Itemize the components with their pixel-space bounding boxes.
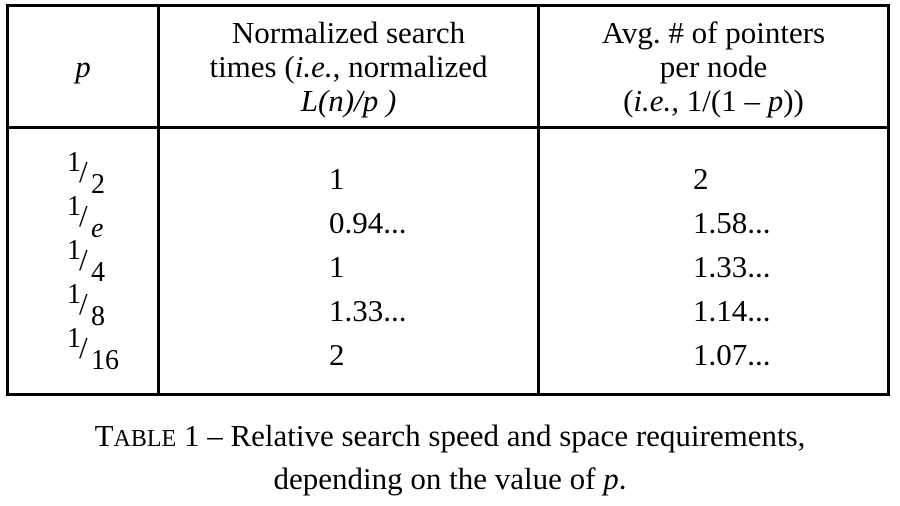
column-divider-2 <box>537 7 540 393</box>
header-p: p <box>75 48 91 84</box>
header-search-times-line2: times (i.e., normalized <box>209 48 488 84</box>
table-row: 1/e <box>65 191 125 245</box>
search-time-cell: 1 <box>329 249 345 284</box>
header-pointers-line2: per node <box>659 48 768 84</box>
table-caption: TABLE 1 – Relative search speed and spac… <box>0 416 900 499</box>
p-fraction: 1/8 <box>67 279 105 332</box>
search-time-cell: 0.94... <box>329 205 407 240</box>
search-time-cell: 1.33... <box>329 293 407 328</box>
header-divider <box>9 126 887 129</box>
search-time-cell: 1 <box>329 161 345 196</box>
table-row: 1/4 <box>65 235 125 289</box>
column-pointers-values: 2 1.58... 1.33... 1.14... 1.07... <box>693 157 771 377</box>
table-row: 1/8 <box>65 279 125 333</box>
header-pointers: Avg. # of pointers per node (i.e., 1/(1 … <box>540 7 887 126</box>
column-p-values: 1/2 1/e 1/4 1/8 1/16 <box>65 147 125 377</box>
p-fraction: 1/16 <box>67 323 119 376</box>
p-fraction: 1/2 <box>67 147 105 200</box>
header-pointers-line1: Avg. # of pointers <box>601 14 826 50</box>
avg-pointers-cell: 1.14... <box>693 293 771 328</box>
table-row: 1/2 <box>65 147 125 201</box>
p-fraction: 1/4 <box>67 235 105 288</box>
avg-pointers-cell: 1.07... <box>693 337 771 372</box>
column-search-times-values: 1 0.94... 1 1.33... 2 <box>329 157 407 377</box>
header-search-times: Normalized search times (i.e., normalize… <box>160 7 537 126</box>
avg-pointers-cell: 1.33... <box>693 249 771 284</box>
table-row: 1/16 <box>65 323 125 377</box>
caption-line-2: depending on the value of p. <box>273 461 627 496</box>
caption-line-1: TABLE 1 – Relative search speed and spac… <box>94 418 806 453</box>
header-search-times-line3: L(n)/p ) <box>300 82 397 118</box>
header-search-times-line1: Normalized search <box>231 14 466 50</box>
search-time-cell: 2 <box>329 337 345 372</box>
p-fraction: 1/e <box>67 191 104 244</box>
avg-pointers-cell: 1.58... <box>693 205 771 240</box>
column-divider-1 <box>157 7 160 393</box>
avg-pointers-cell: 2 <box>693 161 709 196</box>
results-table: p Normalized search times (i.e., normali… <box>6 4 890 396</box>
header-pointers-line3: (i.e., 1/(1 – p)) <box>623 82 804 118</box>
